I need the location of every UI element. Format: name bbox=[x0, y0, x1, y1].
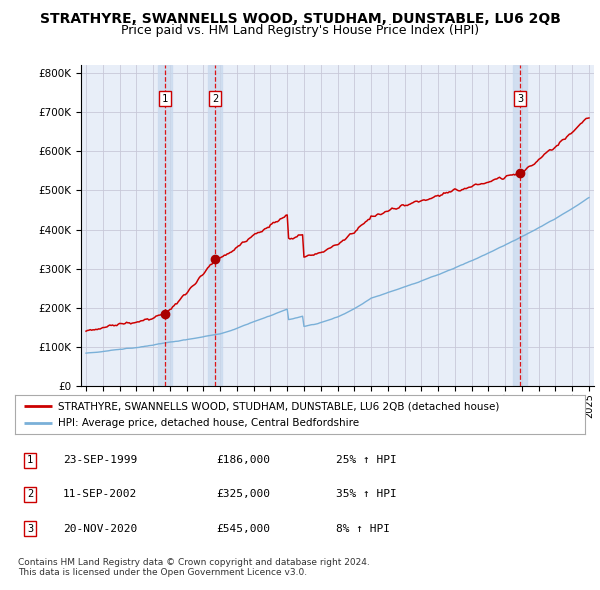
Bar bbox=[514, 65, 527, 386]
Text: 2: 2 bbox=[27, 490, 33, 499]
Text: 11-SEP-2002: 11-SEP-2002 bbox=[63, 490, 137, 499]
Text: 2: 2 bbox=[212, 94, 218, 104]
Text: Price paid vs. HM Land Registry's House Price Index (HPI): Price paid vs. HM Land Registry's House … bbox=[121, 24, 479, 37]
Text: STRATHYRE, SWANNELLS WOOD, STUDHAM, DUNSTABLE, LU6 2QB: STRATHYRE, SWANNELLS WOOD, STUDHAM, DUNS… bbox=[40, 12, 560, 26]
Bar bbox=[158, 65, 172, 386]
Text: 8% ↑ HPI: 8% ↑ HPI bbox=[336, 524, 390, 533]
Text: 1: 1 bbox=[27, 455, 33, 465]
Text: HPI: Average price, detached house, Central Bedfordshire: HPI: Average price, detached house, Cent… bbox=[58, 418, 359, 428]
Text: 1: 1 bbox=[162, 94, 168, 104]
Bar bbox=[208, 65, 221, 386]
Text: 3: 3 bbox=[517, 94, 523, 104]
Text: £186,000: £186,000 bbox=[216, 455, 270, 465]
Text: £545,000: £545,000 bbox=[216, 524, 270, 533]
Text: £325,000: £325,000 bbox=[216, 490, 270, 499]
Text: 25% ↑ HPI: 25% ↑ HPI bbox=[336, 455, 397, 465]
Text: 35% ↑ HPI: 35% ↑ HPI bbox=[336, 490, 397, 499]
Text: STRATHYRE, SWANNELLS WOOD, STUDHAM, DUNSTABLE, LU6 2QB (detached house): STRATHYRE, SWANNELLS WOOD, STUDHAM, DUNS… bbox=[58, 401, 499, 411]
Text: 3: 3 bbox=[27, 524, 33, 533]
Text: Contains HM Land Registry data © Crown copyright and database right 2024.
This d: Contains HM Land Registry data © Crown c… bbox=[18, 558, 370, 577]
Text: 23-SEP-1999: 23-SEP-1999 bbox=[63, 455, 137, 465]
Text: 20-NOV-2020: 20-NOV-2020 bbox=[63, 524, 137, 533]
